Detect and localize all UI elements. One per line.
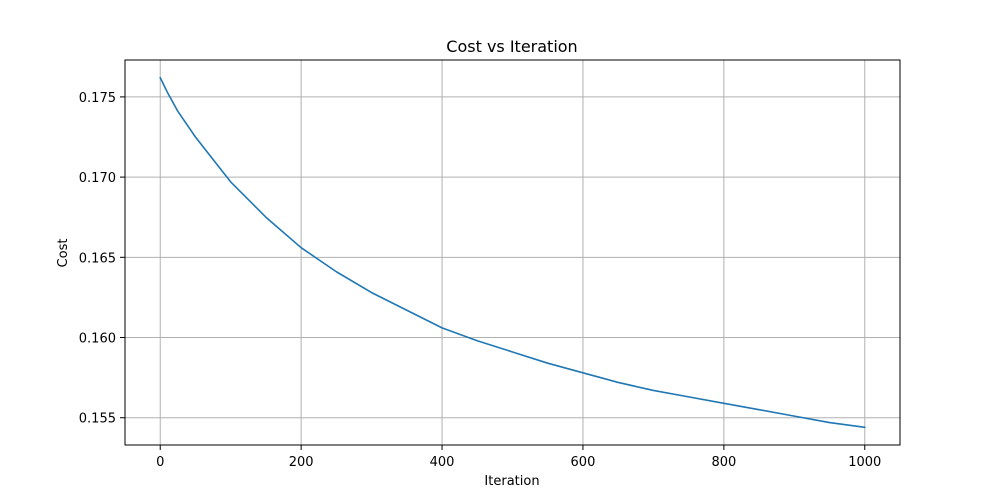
grid bbox=[125, 60, 900, 445]
x-tick-label: 200 bbox=[289, 455, 314, 470]
series-layer bbox=[159, 76, 866, 429]
y-tick-label: 0.170 bbox=[79, 171, 116, 186]
plot-frame bbox=[124, 59, 901, 446]
y-tick-label: 0.155 bbox=[79, 412, 116, 427]
chart-title: Cost vs Iteration bbox=[446, 37, 577, 56]
cost-series-line bbox=[159, 76, 866, 429]
x-tick-label: 800 bbox=[711, 455, 736, 470]
y-tick-label: 0.165 bbox=[79, 251, 116, 266]
ticks: 0 200 400 600 800 1000 0.155 0.160 0.165 0.170 0.1… bbox=[79, 91, 882, 470]
x-tick-label: 1000 bbox=[848, 455, 881, 470]
y-tick-label: 0.175 bbox=[79, 91, 116, 106]
x-tick-label: 400 bbox=[430, 455, 455, 470]
y-axis-label: Cost bbox=[56, 239, 71, 268]
y-tick-label: 0.160 bbox=[79, 332, 116, 347]
x-tick-label: 600 bbox=[571, 455, 596, 470]
x-tick-label: 0 bbox=[156, 455, 164, 470]
x-axis-label: Iteration bbox=[484, 474, 539, 489]
